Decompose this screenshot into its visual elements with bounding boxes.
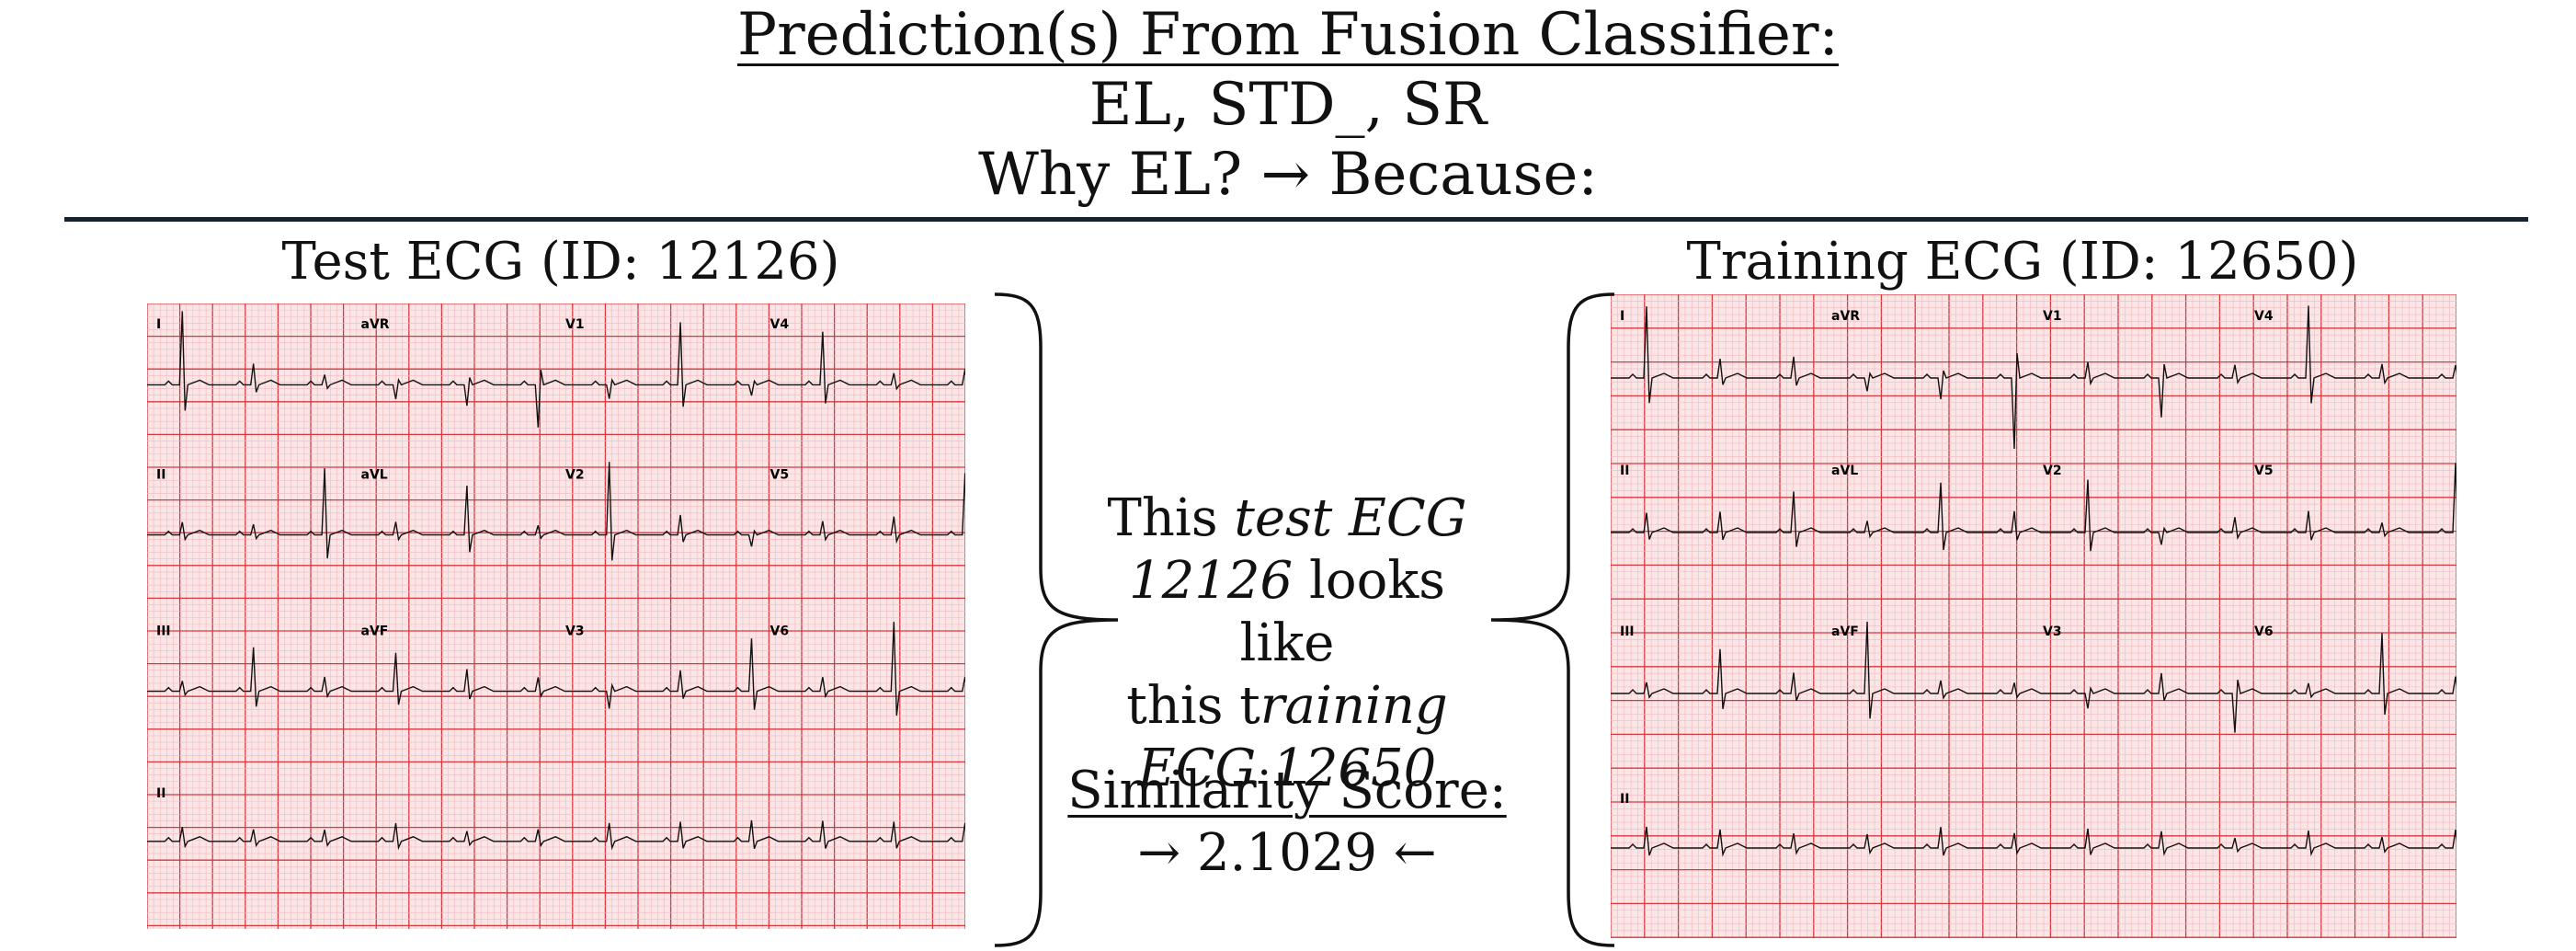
similarity-label: Similarity Score: xyxy=(1067,761,1507,820)
explanation-part: looks like xyxy=(1239,551,1445,673)
test-ecg-paper xyxy=(147,304,965,929)
explanation-training-id: ECG 12650 xyxy=(1137,739,1437,798)
left-brace xyxy=(993,292,1122,951)
header-divider xyxy=(64,217,2528,222)
test-ecg-trace xyxy=(147,819,965,851)
training-ecg-lead-label: V2 xyxy=(2043,464,2062,478)
test-ecg-lead-label: aVF xyxy=(361,624,389,638)
training-ecg-lead-label: III xyxy=(1620,624,1635,639)
right-brace xyxy=(1487,292,1616,951)
training-ecg-trace xyxy=(1611,621,2456,733)
similarity-block: Similarity Score: → 2.1029 ← xyxy=(1048,760,1526,885)
test-ecg-lead-label: III xyxy=(156,624,171,638)
explanation-test-id: 12126 xyxy=(1129,551,1294,611)
test-ecg-lead-label: aVR xyxy=(361,317,390,332)
training-ecg-paper xyxy=(1611,294,2456,938)
test-ecg-lead-label: V3 xyxy=(565,624,585,638)
explanation-training: raining xyxy=(1260,676,1448,736)
test-ecg-trace xyxy=(147,311,965,428)
training-ecg-lead-label: V3 xyxy=(2043,624,2062,639)
training-ecg-lead-label: V1 xyxy=(2043,309,2062,324)
explanation-part: This xyxy=(1107,488,1235,548)
training-ecg-lead-label: aVL xyxy=(1831,464,1858,478)
training-ecg-lead-label: V5 xyxy=(2254,464,2274,478)
training-ecg-lead-label: II xyxy=(1620,792,1629,807)
training-ecg-lead-label: V4 xyxy=(2254,309,2274,324)
training-ecg-lead-label: II xyxy=(1620,464,1629,478)
training-ecg-lead-label: aVF xyxy=(1831,624,1859,639)
training-ecg-trace xyxy=(1611,826,2456,857)
explanation-text: This test ECG 12126 looks like this trai… xyxy=(1076,487,1499,800)
test-ecg-trace xyxy=(147,622,965,716)
test-ecg-trace xyxy=(147,462,965,561)
header: Prediction(s) From Fusion Classifier: EL… xyxy=(0,0,2576,210)
test-ecg-lead-label: II xyxy=(156,467,165,482)
training-ecg-trace xyxy=(1611,463,2456,552)
test-ecg-lead-label: V6 xyxy=(770,624,790,638)
training-ecg-lead-label: aVR xyxy=(1831,309,1860,324)
test-ecg-lead-label: I xyxy=(156,317,161,332)
test-ecg-lead-label: II xyxy=(156,786,165,801)
training-ecg-title: Training ECG (ID: 12650) xyxy=(1686,232,2359,292)
training-ecg-lead-label: I xyxy=(1620,309,1624,324)
similarity-score: → 2.1029 ← xyxy=(1137,823,1437,883)
explanation-part: this t xyxy=(1126,676,1260,736)
why-question: Why EL? → Because: xyxy=(978,141,1598,209)
test-ecg-lead-label: V2 xyxy=(565,467,585,482)
test-ecg-lead-label: V5 xyxy=(770,467,790,482)
test-ecg-lead-label: V4 xyxy=(770,317,790,332)
test-ecg-lead-label: V1 xyxy=(565,317,585,332)
explanation-test-ecg: test ECG xyxy=(1234,488,1467,548)
training-ecg-lead-label: V6 xyxy=(2254,624,2274,639)
training-ecg-trace xyxy=(1611,305,2456,450)
classifier-title: Prediction(s) From Fusion Classifier: xyxy=(737,1,1839,69)
predictions-text: EL, STD_, SR xyxy=(1089,71,1487,139)
test-ecg-title: Test ECG (ID: 12126) xyxy=(281,232,840,292)
test-ecg-lead-label: aVL xyxy=(361,467,388,482)
